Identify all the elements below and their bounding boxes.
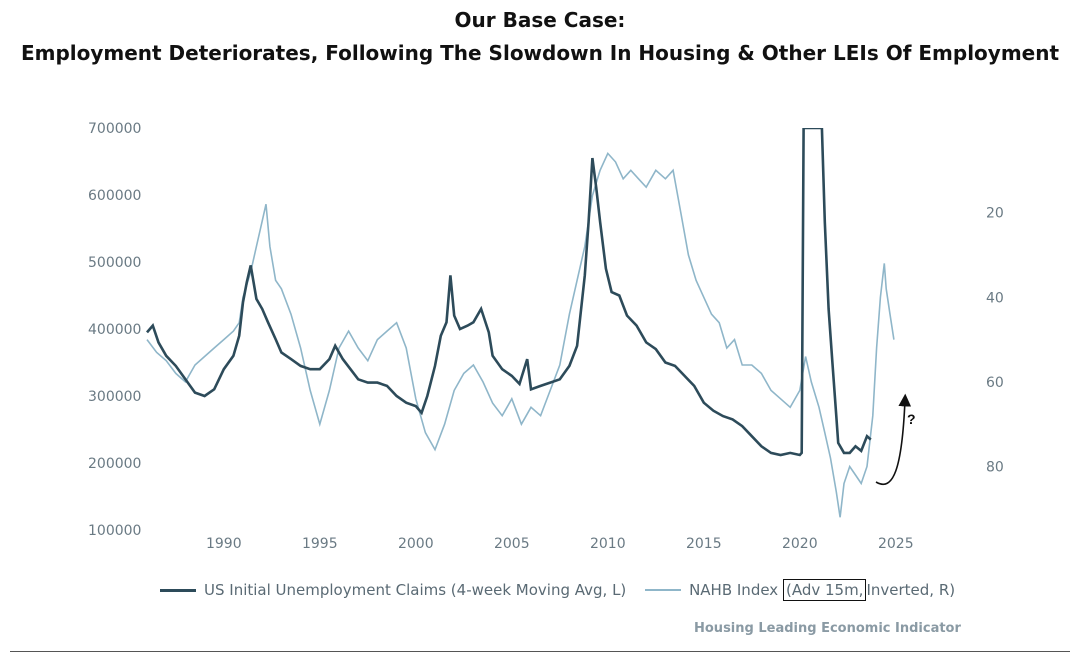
y-left-tick-label: 500000 bbox=[88, 255, 141, 271]
y-right-tick-label: 40 bbox=[986, 290, 1004, 306]
legend-label-nahb: NAHB Index bbox=[689, 580, 779, 599]
legend-item-nahb: NAHB Index (Adv 15m, Inverted, R) bbox=[645, 578, 956, 601]
legend: US Initial Unemployment Claims (4-week M… bbox=[160, 578, 956, 601]
x-tick-label: 2005 bbox=[494, 536, 530, 552]
y-left-tick-label: 600000 bbox=[88, 188, 141, 204]
y-right-tick-label: 60 bbox=[986, 375, 1004, 391]
x-tick-label: 2010 bbox=[590, 536, 626, 552]
legend-swatch-claims bbox=[160, 588, 196, 592]
chart-title-line1: Our Base Case: bbox=[454, 8, 626, 32]
nahb-index-line bbox=[146, 151, 895, 518]
y-right-tick-label: 80 bbox=[986, 460, 1004, 476]
unemployment-claims-line bbox=[146, 128, 872, 457]
x-tick-label: 2000 bbox=[398, 536, 434, 552]
y-left-tick-label: 100000 bbox=[88, 523, 141, 539]
x-tick-label: 1995 bbox=[302, 536, 338, 552]
annotation-arrow bbox=[875, 393, 912, 485]
y-left-tick-label: 300000 bbox=[88, 389, 141, 405]
x-tick-label: 2020 bbox=[782, 536, 818, 552]
y-left-tick-label: 400000 bbox=[88, 322, 141, 338]
legend-label-nahb-boxed: (Adv 15m, bbox=[782, 578, 867, 601]
y-left-tick-label: 200000 bbox=[88, 456, 141, 472]
x-tick-label: 1990 bbox=[206, 536, 242, 552]
legend-label-claims: US Initial Unemployment Claims (4-week M… bbox=[204, 580, 627, 599]
bottom-divider bbox=[10, 651, 1070, 652]
chart-title-line2: Employment Deteriorates, Following The S… bbox=[20, 41, 1060, 65]
x-tick-label: 2015 bbox=[686, 536, 722, 552]
legend-swatch-nahb bbox=[645, 589, 682, 591]
y-right-tick-label: 20 bbox=[986, 206, 1004, 222]
y-left-tick-label: 700000 bbox=[88, 121, 141, 137]
legend-item-claims: US Initial Unemployment Claims (4-week M… bbox=[160, 581, 626, 599]
legend-label-nahb-rest: Inverted, R) bbox=[866, 580, 956, 599]
x-tick-label: 2025 bbox=[878, 536, 914, 552]
source-label: Housing Leading Economic Indicator bbox=[694, 621, 961, 636]
annotation-question-mark: ? bbox=[907, 411, 916, 427]
